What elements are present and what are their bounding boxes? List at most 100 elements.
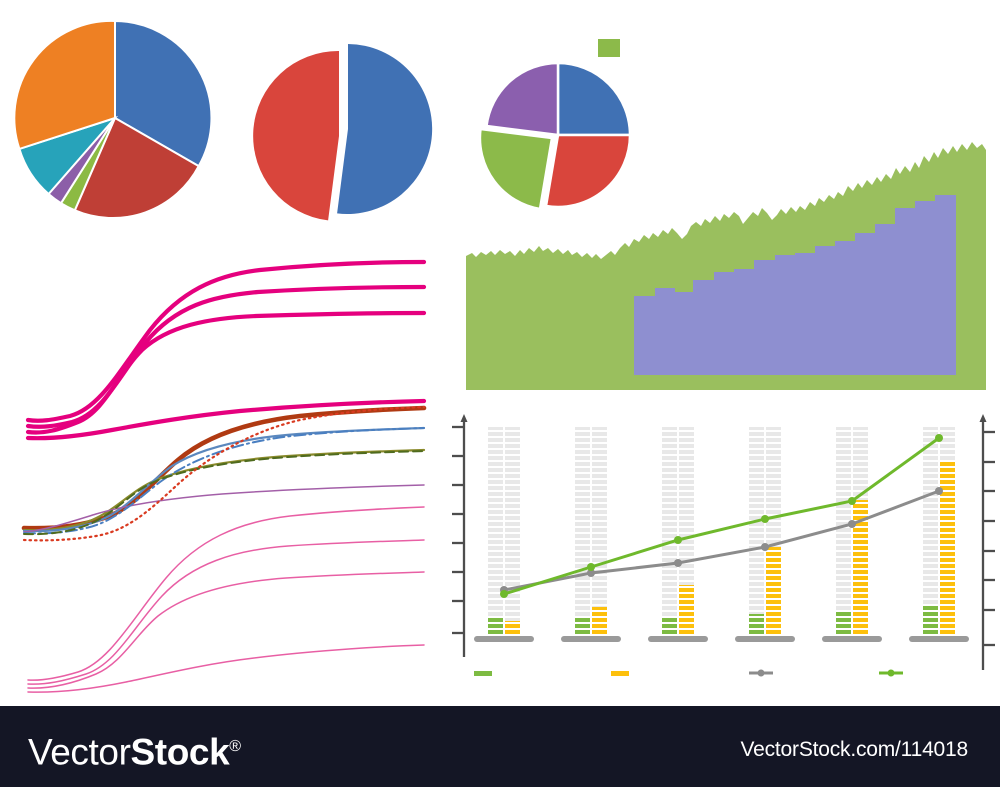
bar-yellow-2[interactable] [592, 607, 607, 636]
axis-left [452, 421, 466, 657]
line-series-green[interactable] [500, 434, 943, 598]
line-marker-green-1[interactable] [500, 590, 508, 598]
pie-slice-red[interactable] [253, 50, 339, 221]
curve-magenta-a[interactable] [25, 259, 427, 423]
line-series-green-path [503, 436, 940, 596]
bar-group-4[interactable] [735, 427, 795, 642]
bar-group-3[interactable] [648, 427, 708, 642]
pie-exploded-svg [253, 44, 433, 221]
bar-group-1[interactable] [474, 427, 534, 642]
bar-pedestal-4 [735, 636, 795, 642]
legend-swatch-green-bar[interactable] [474, 671, 492, 676]
bar-yellow-6[interactable] [940, 461, 955, 636]
area-series-stepped[interactable] [634, 195, 956, 375]
line-series-gray[interactable] [500, 487, 943, 594]
legend-swatch-yellow-bar[interactable] [611, 671, 629, 676]
vectorstock-logo: VectorStock® [28, 727, 241, 772]
pie-exploded-slices [253, 44, 433, 221]
bar-group-6[interactable] [909, 427, 969, 642]
axis-right-arrow-icon [979, 414, 987, 422]
bar-green-3[interactable] [662, 616, 677, 636]
bar-yellow-4[interactable] [766, 547, 781, 636]
pie-simple-svg [13, 19, 213, 220]
curve-pink-a[interactable] [27, 506, 425, 681]
line-group-middle-mixed [21, 405, 427, 542]
line-series-gray-path [503, 489, 940, 592]
line-marker-gray-6[interactable] [935, 487, 943, 495]
pie-quadrant-svg [478, 39, 632, 211]
bar-track-yellow-1 [505, 427, 520, 636]
line-group-bottom-pink [27, 506, 425, 693]
curve-red-dotted[interactable] [22, 405, 426, 542]
bar-green-1[interactable] [488, 618, 503, 636]
pie-legend-swatch-green[interactable] [598, 39, 620, 57]
curve-pink-d[interactable] [27, 644, 425, 693]
line-marker-green-6[interactable] [935, 434, 943, 442]
curve-pink-c[interactable] [27, 571, 425, 689]
bar-pedestal-5 [822, 636, 882, 642]
curve-magenta-c[interactable] [25, 310, 427, 435]
bar-yellow-5[interactable] [853, 500, 868, 636]
watermark-bar: VectorStock® VectorStock.com/114018 [0, 706, 1000, 787]
bar-group-2[interactable] [561, 427, 621, 642]
bar-yellow-1[interactable] [505, 621, 520, 636]
line-chart-svg [21, 259, 427, 693]
curve-blue-dashdot[interactable] [23, 427, 425, 535]
pie-chart-six-segment [8, 18, 223, 220]
bar-track-green-4 [749, 427, 764, 636]
combo-chart-legend [474, 669, 903, 677]
combo-chart-svg [452, 414, 995, 677]
bar-green-5[interactable] [836, 610, 851, 636]
pie-slice-purple[interactable] [485, 61, 560, 137]
watermark-url: VectorStock.com/114018 [740, 738, 968, 761]
area-chart-stock [462, 138, 990, 390]
pie-slice-blue[interactable] [337, 44, 433, 214]
logo-text-light: Vector [28, 731, 131, 773]
curve-green-dashed[interactable] [23, 450, 425, 536]
bar-green-6[interactable] [923, 606, 938, 636]
pie-slice-red[interactable] [73, 116, 201, 220]
line-marker-gray-5[interactable] [848, 520, 856, 528]
bar-track-green-5 [836, 427, 851, 636]
line-marker-gray-3[interactable] [674, 559, 682, 567]
pie-slice-blue[interactable] [556, 61, 632, 137]
line-marker-green-2[interactable] [587, 563, 595, 571]
line-marker-green-3[interactable] [674, 536, 682, 544]
line-chart-sigmoid-groups [0, 250, 440, 693]
bar-track-green-1 [488, 427, 503, 636]
bar-track-green-2 [575, 427, 590, 636]
legend-swatch-green-line[interactable] [879, 669, 903, 677]
bar-yellow-3[interactable] [679, 585, 694, 636]
line-group-top-magenta [25, 259, 427, 441]
axis-right [981, 421, 995, 670]
pie-simple-slices [13, 19, 213, 220]
curve-pink-b[interactable] [27, 539, 425, 685]
bar-pedestal-2 [561, 636, 621, 642]
pie-slice-red[interactable] [544, 133, 632, 209]
line-marker-green-4[interactable] [761, 515, 769, 523]
line-marker-gray-2[interactable] [587, 569, 595, 577]
bar-green-4[interactable] [749, 614, 764, 636]
bar-track-yellow-3 [679, 427, 694, 636]
registered-trademark-icon: ® [229, 738, 241, 755]
bar-group-5[interactable] [822, 427, 882, 642]
axis-left-arrow-icon [460, 414, 468, 422]
combo-chart-bars-lines [450, 405, 995, 690]
pie-chart-four-segment [478, 30, 658, 215]
curve-magenta-d[interactable] [25, 398, 427, 441]
curve-purple-thin[interactable] [23, 484, 425, 533]
curve-magenta-b[interactable] [25, 284, 427, 429]
area-chart-svg [466, 142, 986, 390]
bar-pedestal-1 [474, 636, 534, 642]
legend-swatch-gray-line[interactable] [749, 669, 773, 677]
curve-blue-solid[interactable] [22, 426, 426, 533]
pie-slice-orange[interactable] [13, 19, 116, 151]
line-marker-green-5[interactable] [848, 497, 856, 505]
bar-green-2[interactable] [575, 616, 590, 636]
bar-track-yellow-2 [592, 427, 607, 636]
line-marker-gray-4[interactable] [761, 543, 769, 551]
legend-gray-line-marker [757, 669, 765, 677]
pie-slice-blue[interactable] [114, 19, 213, 168]
pie-slice-green[interactable] [478, 127, 554, 211]
bar-track-green-3 [662, 427, 677, 636]
